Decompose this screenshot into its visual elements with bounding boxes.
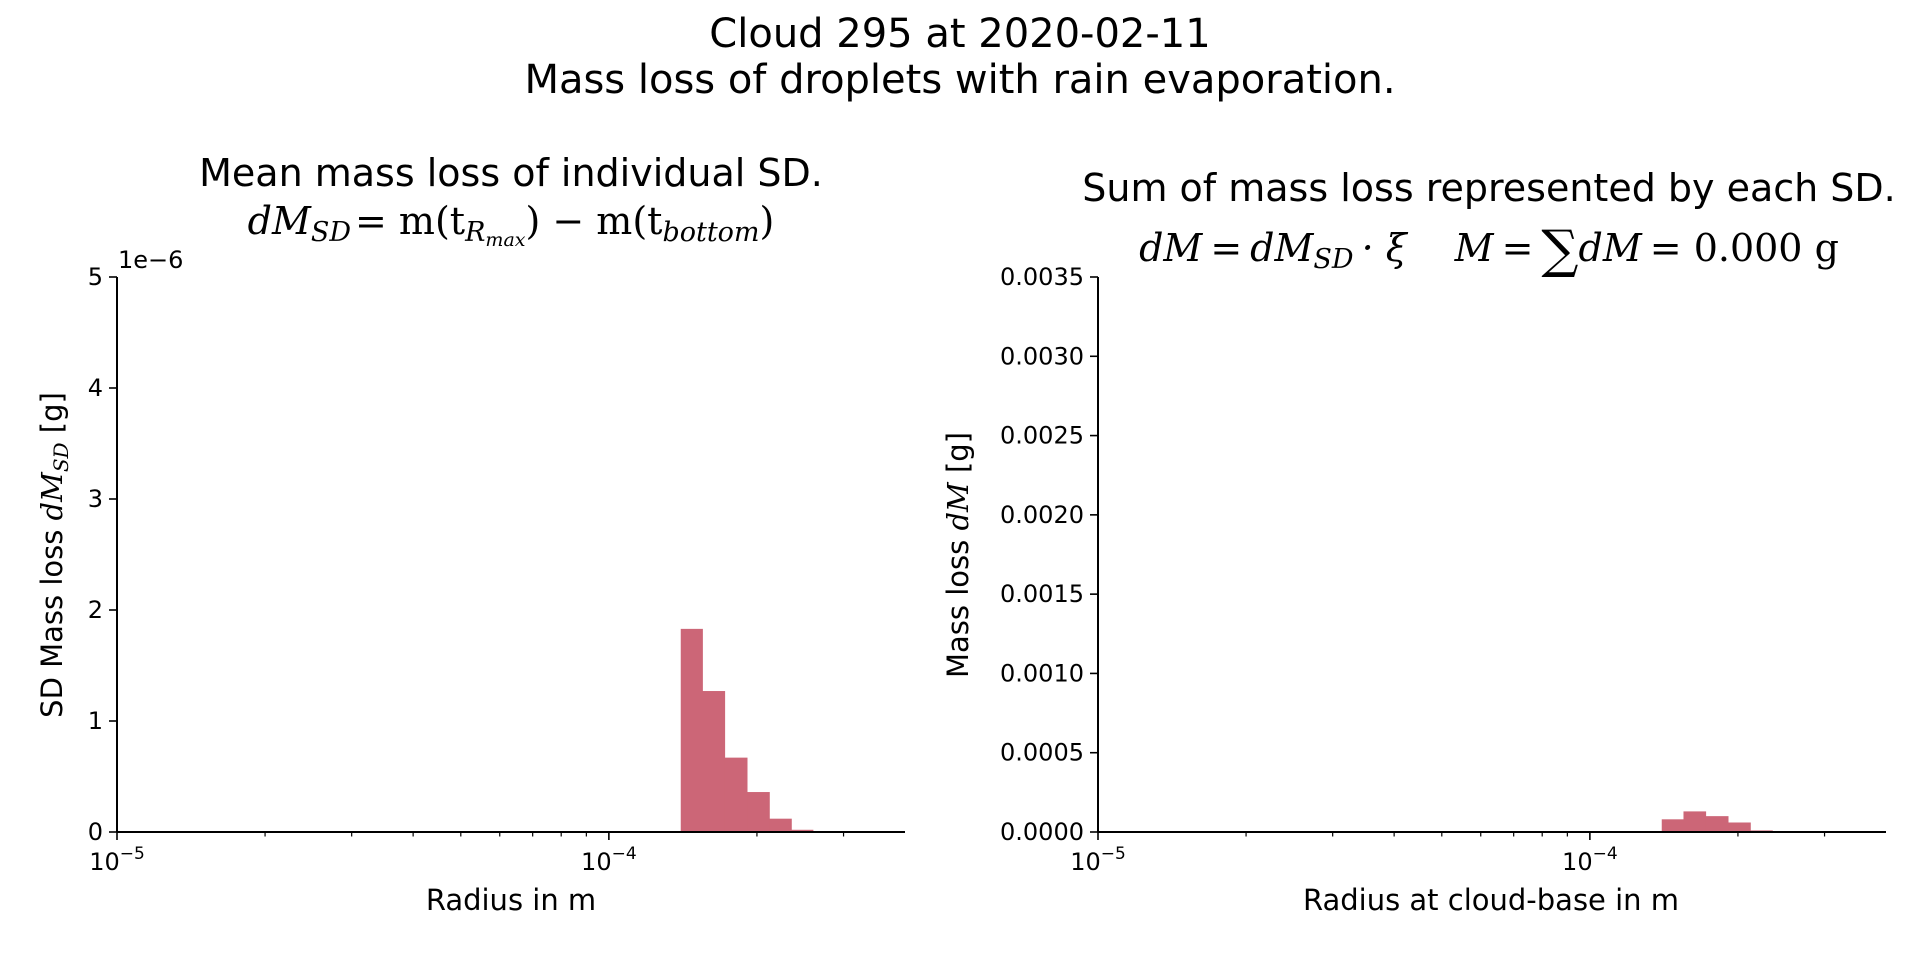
left-histogram-bar [702, 691, 726, 832]
left-histogram-bar [747, 792, 770, 832]
right-histogram-bar [1728, 822, 1751, 832]
left-y-tick-label: 4 [88, 374, 103, 402]
figure-title: Cloud 295 at 2020-02-11 [709, 11, 1210, 57]
left-y-offset-text: 1e−6 [118, 246, 183, 274]
right-bars [1661, 811, 1773, 832]
right-histogram-bar [1661, 819, 1684, 832]
left-histogram-bar [791, 829, 814, 832]
right-histogram-bar [1683, 811, 1707, 832]
left-y-tick-label: 0 [88, 818, 103, 846]
left-histogram-bar [724, 757, 748, 832]
right-chart: Sum of mass loss represented by each SD.… [941, 166, 1896, 917]
left-histogram-bar [680, 628, 703, 832]
right-y-tick-label: 0.0000 [1000, 818, 1084, 846]
left-chart-formula: dMSD = m(tRmax) − m(tbottom) [248, 199, 775, 251]
right-x-label: Radius at cloud-base in m [1303, 883, 1679, 917]
left-x-tick-label: 10−5 [89, 844, 145, 876]
right-y-tick-label: 0.0035 [1000, 263, 1084, 291]
right-histogram-bar [1705, 816, 1729, 832]
left-x-ticks: 10−5 10−4 [89, 832, 845, 876]
right-y-tick-label: 0.0015 [1000, 580, 1084, 608]
right-y-label: Mass loss dM [g] [941, 432, 975, 678]
right-y-tick-label: 0.0025 [1000, 422, 1084, 450]
left-y-label: SD Mass loss dMSD [g] [35, 392, 73, 718]
left-x-label: Radius in m [426, 883, 596, 917]
right-x-ticks: 10−5 10−4 [1070, 832, 1826, 876]
right-x-tick-label: 10−4 [1562, 844, 1618, 876]
right-x-tick-label: 10−5 [1070, 844, 1126, 876]
right-y-tick-label: 0.0005 [1000, 739, 1084, 767]
right-y-tick-label: 0.0030 [1000, 342, 1084, 370]
right-chart-title: Sum of mass loss represented by each SD. [1082, 166, 1896, 210]
right-y-tick-label: 0.0020 [1000, 501, 1084, 529]
left-y-tick-label: 2 [88, 596, 103, 624]
left-chart-title: Mean mass loss of individual SD. [199, 151, 823, 195]
left-y-tick-label: 5 [88, 263, 103, 291]
right-chart-formula: dM = dMSD · ξ M = ∑dM = 0.000 g [1139, 220, 1839, 280]
right-y-ticks: 0.0000 0.0005 0.0010 0.0015 0.0020 0.0025 0.00… [1000, 263, 1098, 846]
right-y-tick-label: 0.0010 [1000, 659, 1084, 687]
figure-subtitle: Mass loss of droplets with rain evaporat… [524, 57, 1395, 103]
left-x-tick-label: 10−4 [581, 844, 637, 876]
left-chart: Mean mass loss of individual SD. dMSD = m… [35, 151, 905, 917]
left-histogram-bar [769, 818, 792, 832]
left-y-tick-label: 1 [88, 707, 103, 735]
left-bars [680, 628, 814, 832]
left-y-ticks: 0 1 2 3 4 5 [88, 263, 117, 846]
left-y-tick-label: 3 [88, 485, 103, 513]
